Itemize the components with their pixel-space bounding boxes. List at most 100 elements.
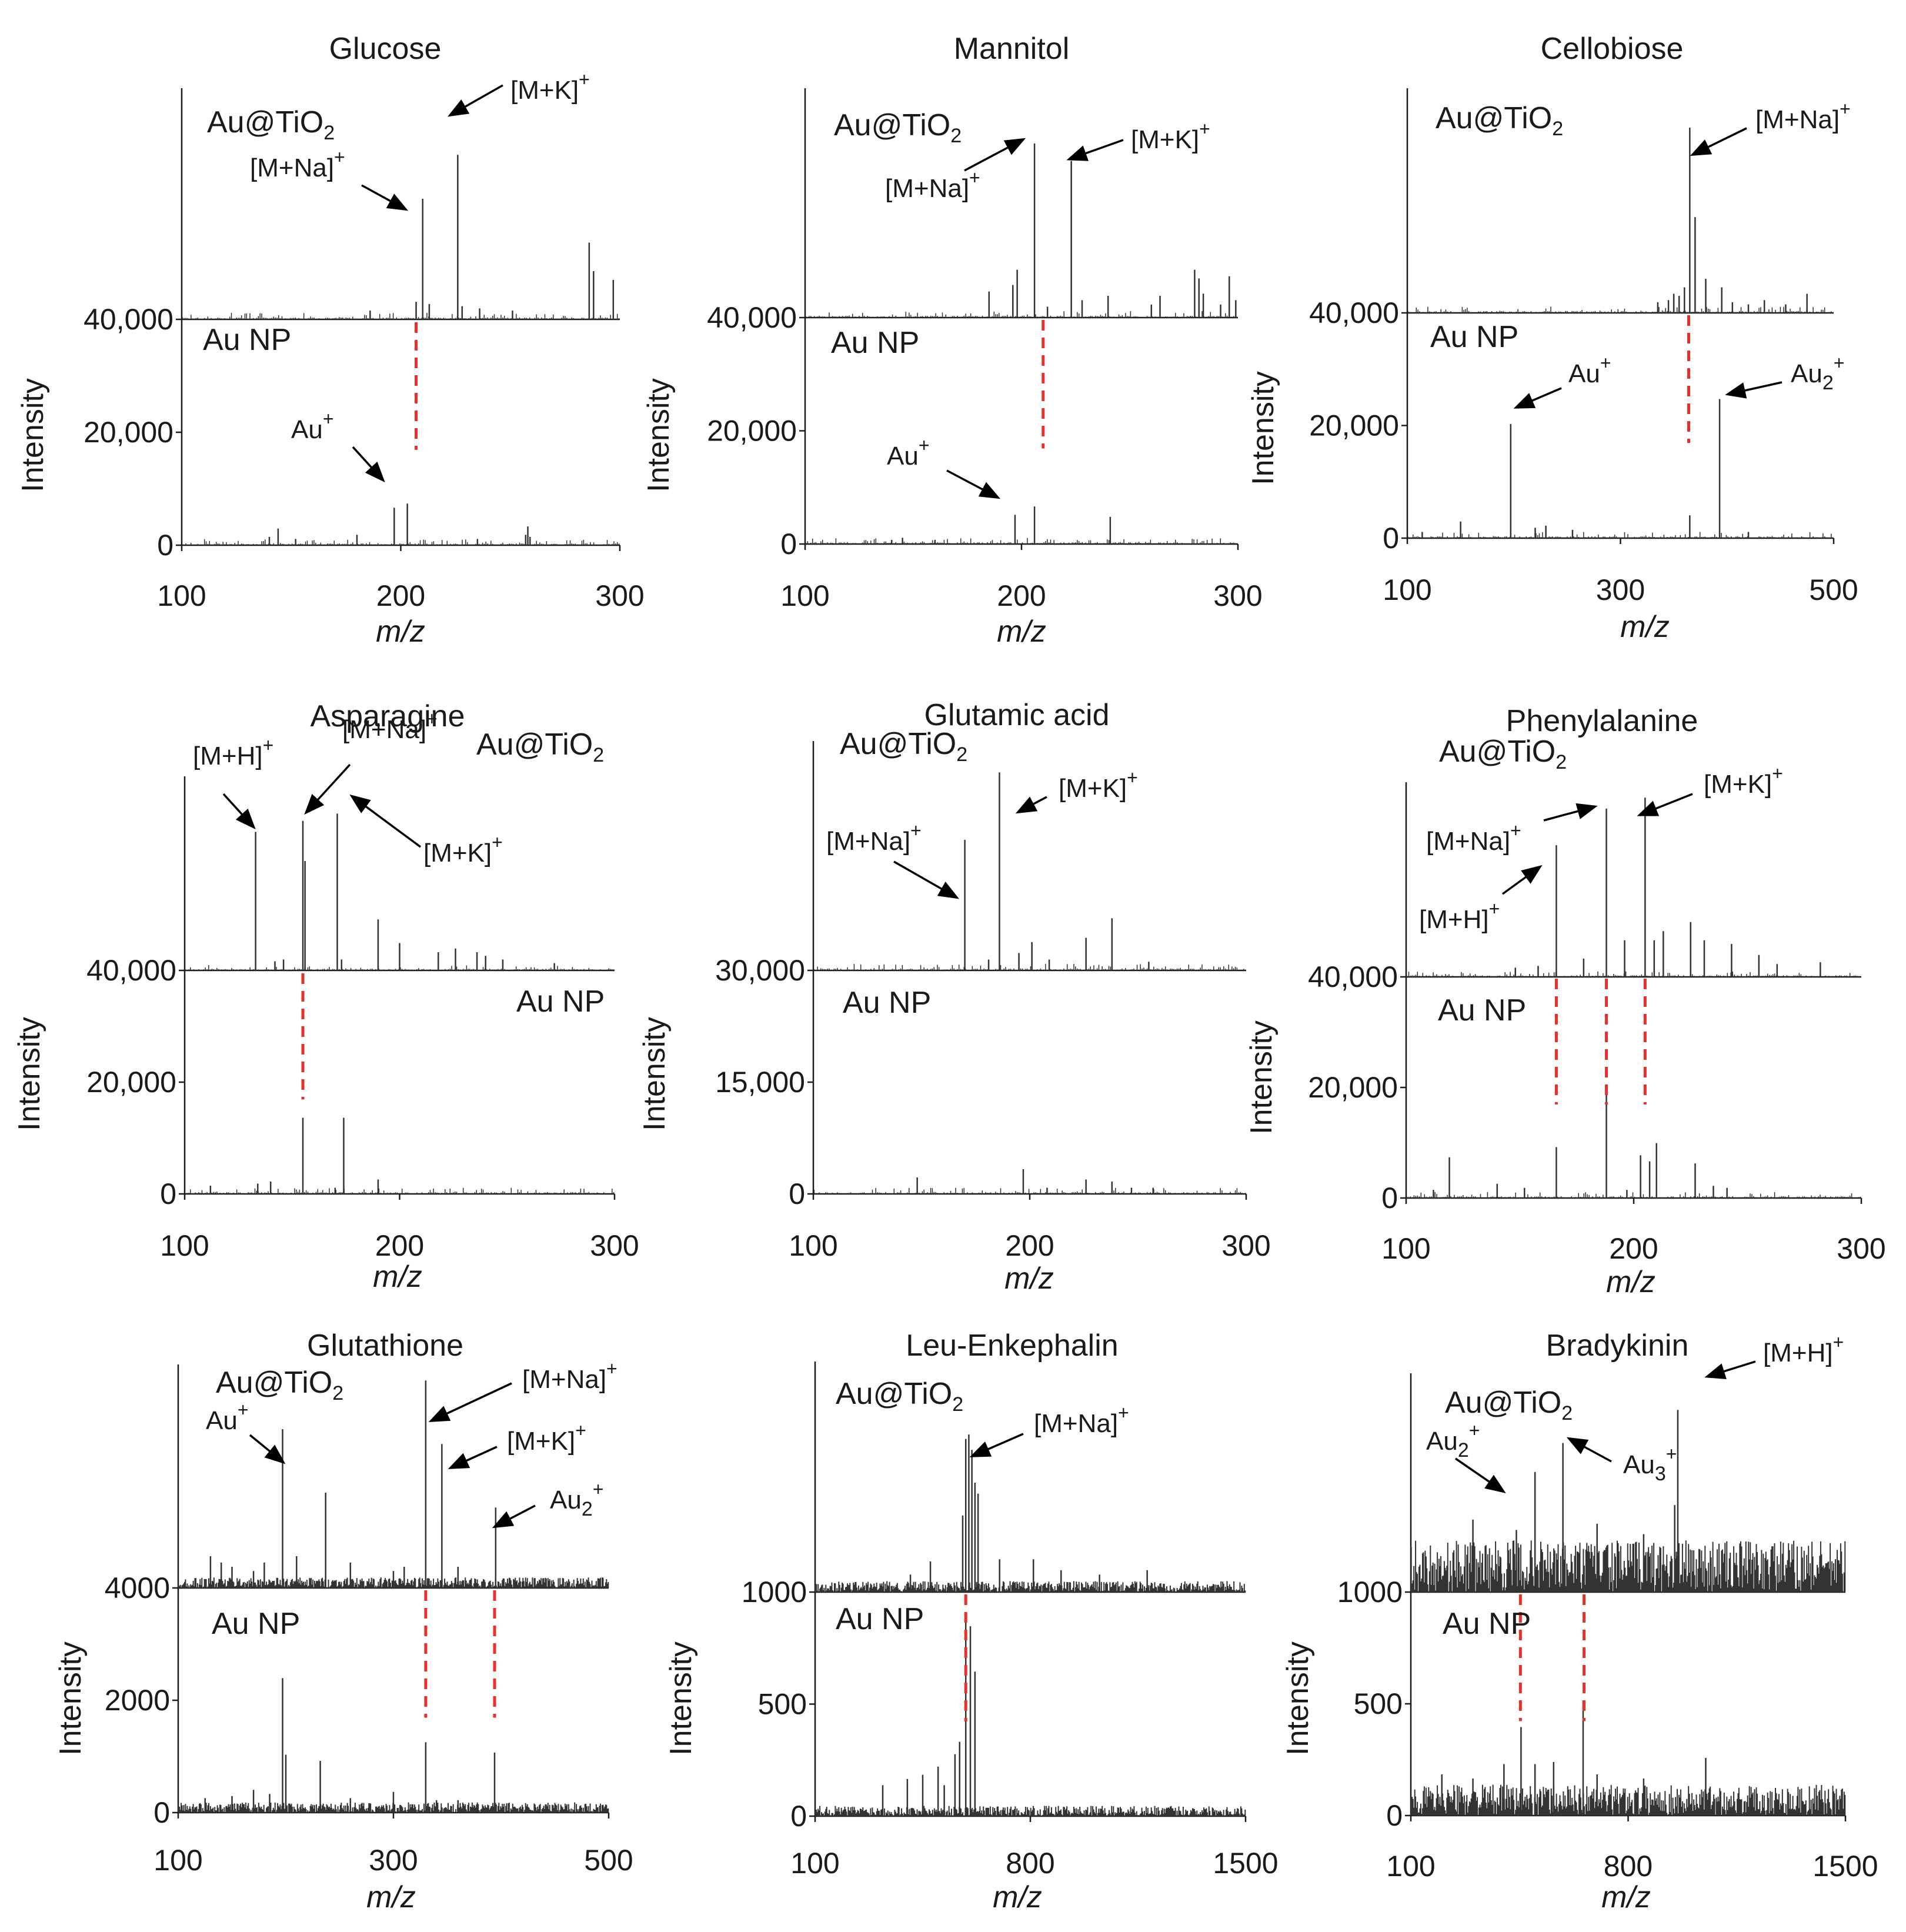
annotation-arrow: [1066, 139, 1124, 161]
y-tick-label: 1000: [742, 1576, 807, 1609]
x-tick-label: 300: [595, 579, 644, 612]
chart-title: Leu-Enkephalin: [906, 1329, 1118, 1363]
x-axis-label: m/z: [1606, 1265, 1655, 1299]
annotation-arrow: [352, 446, 385, 483]
bottom-panel-label: Au NP: [1438, 993, 1526, 1027]
x-axis-label: m/z: [993, 1880, 1042, 1914]
chart-bradykinin: Bradykinin 0 500 1000 100 800 1500 Intensity m/z…: [1281, 1329, 1878, 1914]
x-tick-label: 100: [1386, 1850, 1435, 1883]
x-axis-label: m/z: [373, 1260, 422, 1294]
peak-annotation: [M+K]+: [423, 832, 503, 867]
x-tick-label: 100: [157, 579, 206, 612]
x-tick-label: 100: [790, 1847, 839, 1880]
x-axis-label: m/z: [376, 615, 425, 649]
annotation-arrow: [964, 138, 1026, 172]
peak-annotation: [M+H]+: [193, 735, 273, 770]
y-tick-label: 500: [1354, 1687, 1403, 1720]
annotation-arrow: [448, 1446, 498, 1469]
annotation-arrow: [222, 793, 256, 830]
peak-annotation: Au2+: [550, 1479, 603, 1520]
x-tick-label: 100: [789, 1229, 837, 1262]
peak-annotation: [M+K]+: [1131, 118, 1210, 154]
y-tick-label: 40,000: [1308, 960, 1398, 993]
baseline-noise: [1406, 1192, 1861, 1198]
y-tick-label: 20,000: [707, 415, 797, 448]
y-tick-label: 2000: [105, 1684, 170, 1717]
annotation-arrow: [1015, 796, 1047, 814]
y-axis-label: Intensity: [1281, 1641, 1315, 1756]
bottom-panel-label: Au NP: [1443, 1607, 1531, 1641]
top-panel-label: Au@TiO2: [476, 728, 604, 766]
bottom-panel-label: Au NP: [831, 326, 919, 360]
peak-annotation: [M+Na]+: [826, 820, 922, 856]
y-axis-label: Intensity: [12, 1017, 46, 1131]
y-tick-label: 40,000: [707, 301, 797, 334]
peak-annotation: [M+K]+: [1704, 763, 1783, 799]
y-tick-label: 20,000: [84, 416, 173, 449]
x-tick-label: 300: [1213, 579, 1262, 612]
bottom-panel-label: Au NP: [203, 323, 291, 357]
baseline-noise: [815, 1581, 1246, 1592]
y-tick-label: 20,000: [86, 1066, 176, 1099]
peak-annotation: Au+: [291, 408, 334, 444]
top-panel-label: Au@TiO2: [1445, 1386, 1573, 1424]
x-axis-label: m/z: [997, 615, 1046, 649]
annotation-arrow: [249, 1434, 286, 1464]
baseline-noise: [1407, 306, 1834, 313]
baseline-noise: [185, 965, 615, 970]
x-tick-label: 100: [1383, 573, 1431, 606]
y-tick-label: 30,000: [715, 954, 805, 987]
x-tick-label: 300: [590, 1229, 639, 1262]
peak-annotation: Au+: [1568, 352, 1611, 388]
peak-annotation: Au+: [887, 435, 930, 471]
y-tick-label: 40,000: [86, 954, 176, 987]
chart-title: Glutamic acid: [924, 698, 1110, 732]
y-axis-label: Intensity: [1246, 371, 1280, 485]
annotation-arrow: [1501, 865, 1543, 895]
x-tick-label: 200: [375, 1229, 424, 1262]
y-tick-label: 4000: [105, 1571, 170, 1604]
top-panel-label: Au@TiO2: [1436, 101, 1563, 140]
peak-annotation: Au3+: [1623, 1443, 1677, 1485]
annotation-arrow: [361, 184, 409, 211]
peak-annotation: [M+H]+: [1763, 1332, 1844, 1367]
annotation-arrow: [1566, 1437, 1612, 1463]
y-tick-label: 0: [157, 529, 173, 562]
x-tick-label: 800: [1006, 1847, 1054, 1880]
top-panel-label: Au@TiO2: [1439, 735, 1567, 773]
y-tick-label: 0: [153, 1796, 170, 1829]
x-tick-label: 300: [1221, 1229, 1270, 1262]
x-tick-label: 800: [1604, 1850, 1653, 1883]
x-axis-label: m/z: [1620, 610, 1670, 644]
peak-annotation: [M+Na]+: [250, 146, 345, 182]
bottom-panel-label: Au NP: [516, 985, 605, 1019]
baseline-noise: [1410, 1540, 1846, 1592]
baseline-noise: [178, 1802, 609, 1813]
baseline-noise: [815, 1806, 1246, 1816]
y-tick-label: 40,000: [84, 303, 173, 336]
x-tick-label: 100: [153, 1844, 202, 1877]
bottom-panel-label: Au NP: [1430, 320, 1518, 354]
peak-annotation: [M+K]+: [510, 69, 590, 105]
y-tick-label: 20,000: [1309, 409, 1399, 442]
chart-title: Phenylalanine: [1506, 704, 1698, 738]
annotation-arrow: [1637, 793, 1693, 816]
baseline-noise: [185, 1187, 615, 1194]
chart-asparagine: Asparagine 0 20,000 40,000 100 200 300 Intensit…: [12, 699, 639, 1294]
chart-leu-enkephalin: Leu-Enkephalin 0 500 1000 100 800 1500 Intensit…: [664, 1329, 1279, 1914]
peak-annotation: Au2+: [1426, 1420, 1480, 1461]
y-axis-label: Intensity: [1244, 1020, 1279, 1134]
annotation-arrow: [428, 1382, 512, 1422]
y-tick-label: 1000: [1337, 1576, 1403, 1609]
y-axis-label: Intensity: [664, 1641, 698, 1756]
y-tick-label: 0: [789, 1177, 805, 1210]
baseline-noise: [1406, 971, 1861, 977]
x-tick-label: 100: [780, 579, 829, 612]
y-tick-label: 0: [1383, 522, 1399, 555]
baseline-noise: [182, 312, 620, 319]
x-axis-label: m/z: [366, 1880, 416, 1914]
annotation-arrow: [893, 860, 960, 899]
x-tick-label: 200: [1005, 1229, 1054, 1262]
annotation-arrow: [304, 763, 351, 815]
